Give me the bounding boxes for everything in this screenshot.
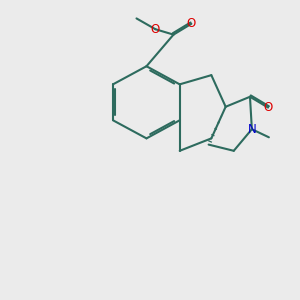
Text: O: O xyxy=(151,23,160,36)
Text: O: O xyxy=(263,101,273,114)
Text: N: N xyxy=(248,123,256,136)
Text: O: O xyxy=(187,17,196,30)
